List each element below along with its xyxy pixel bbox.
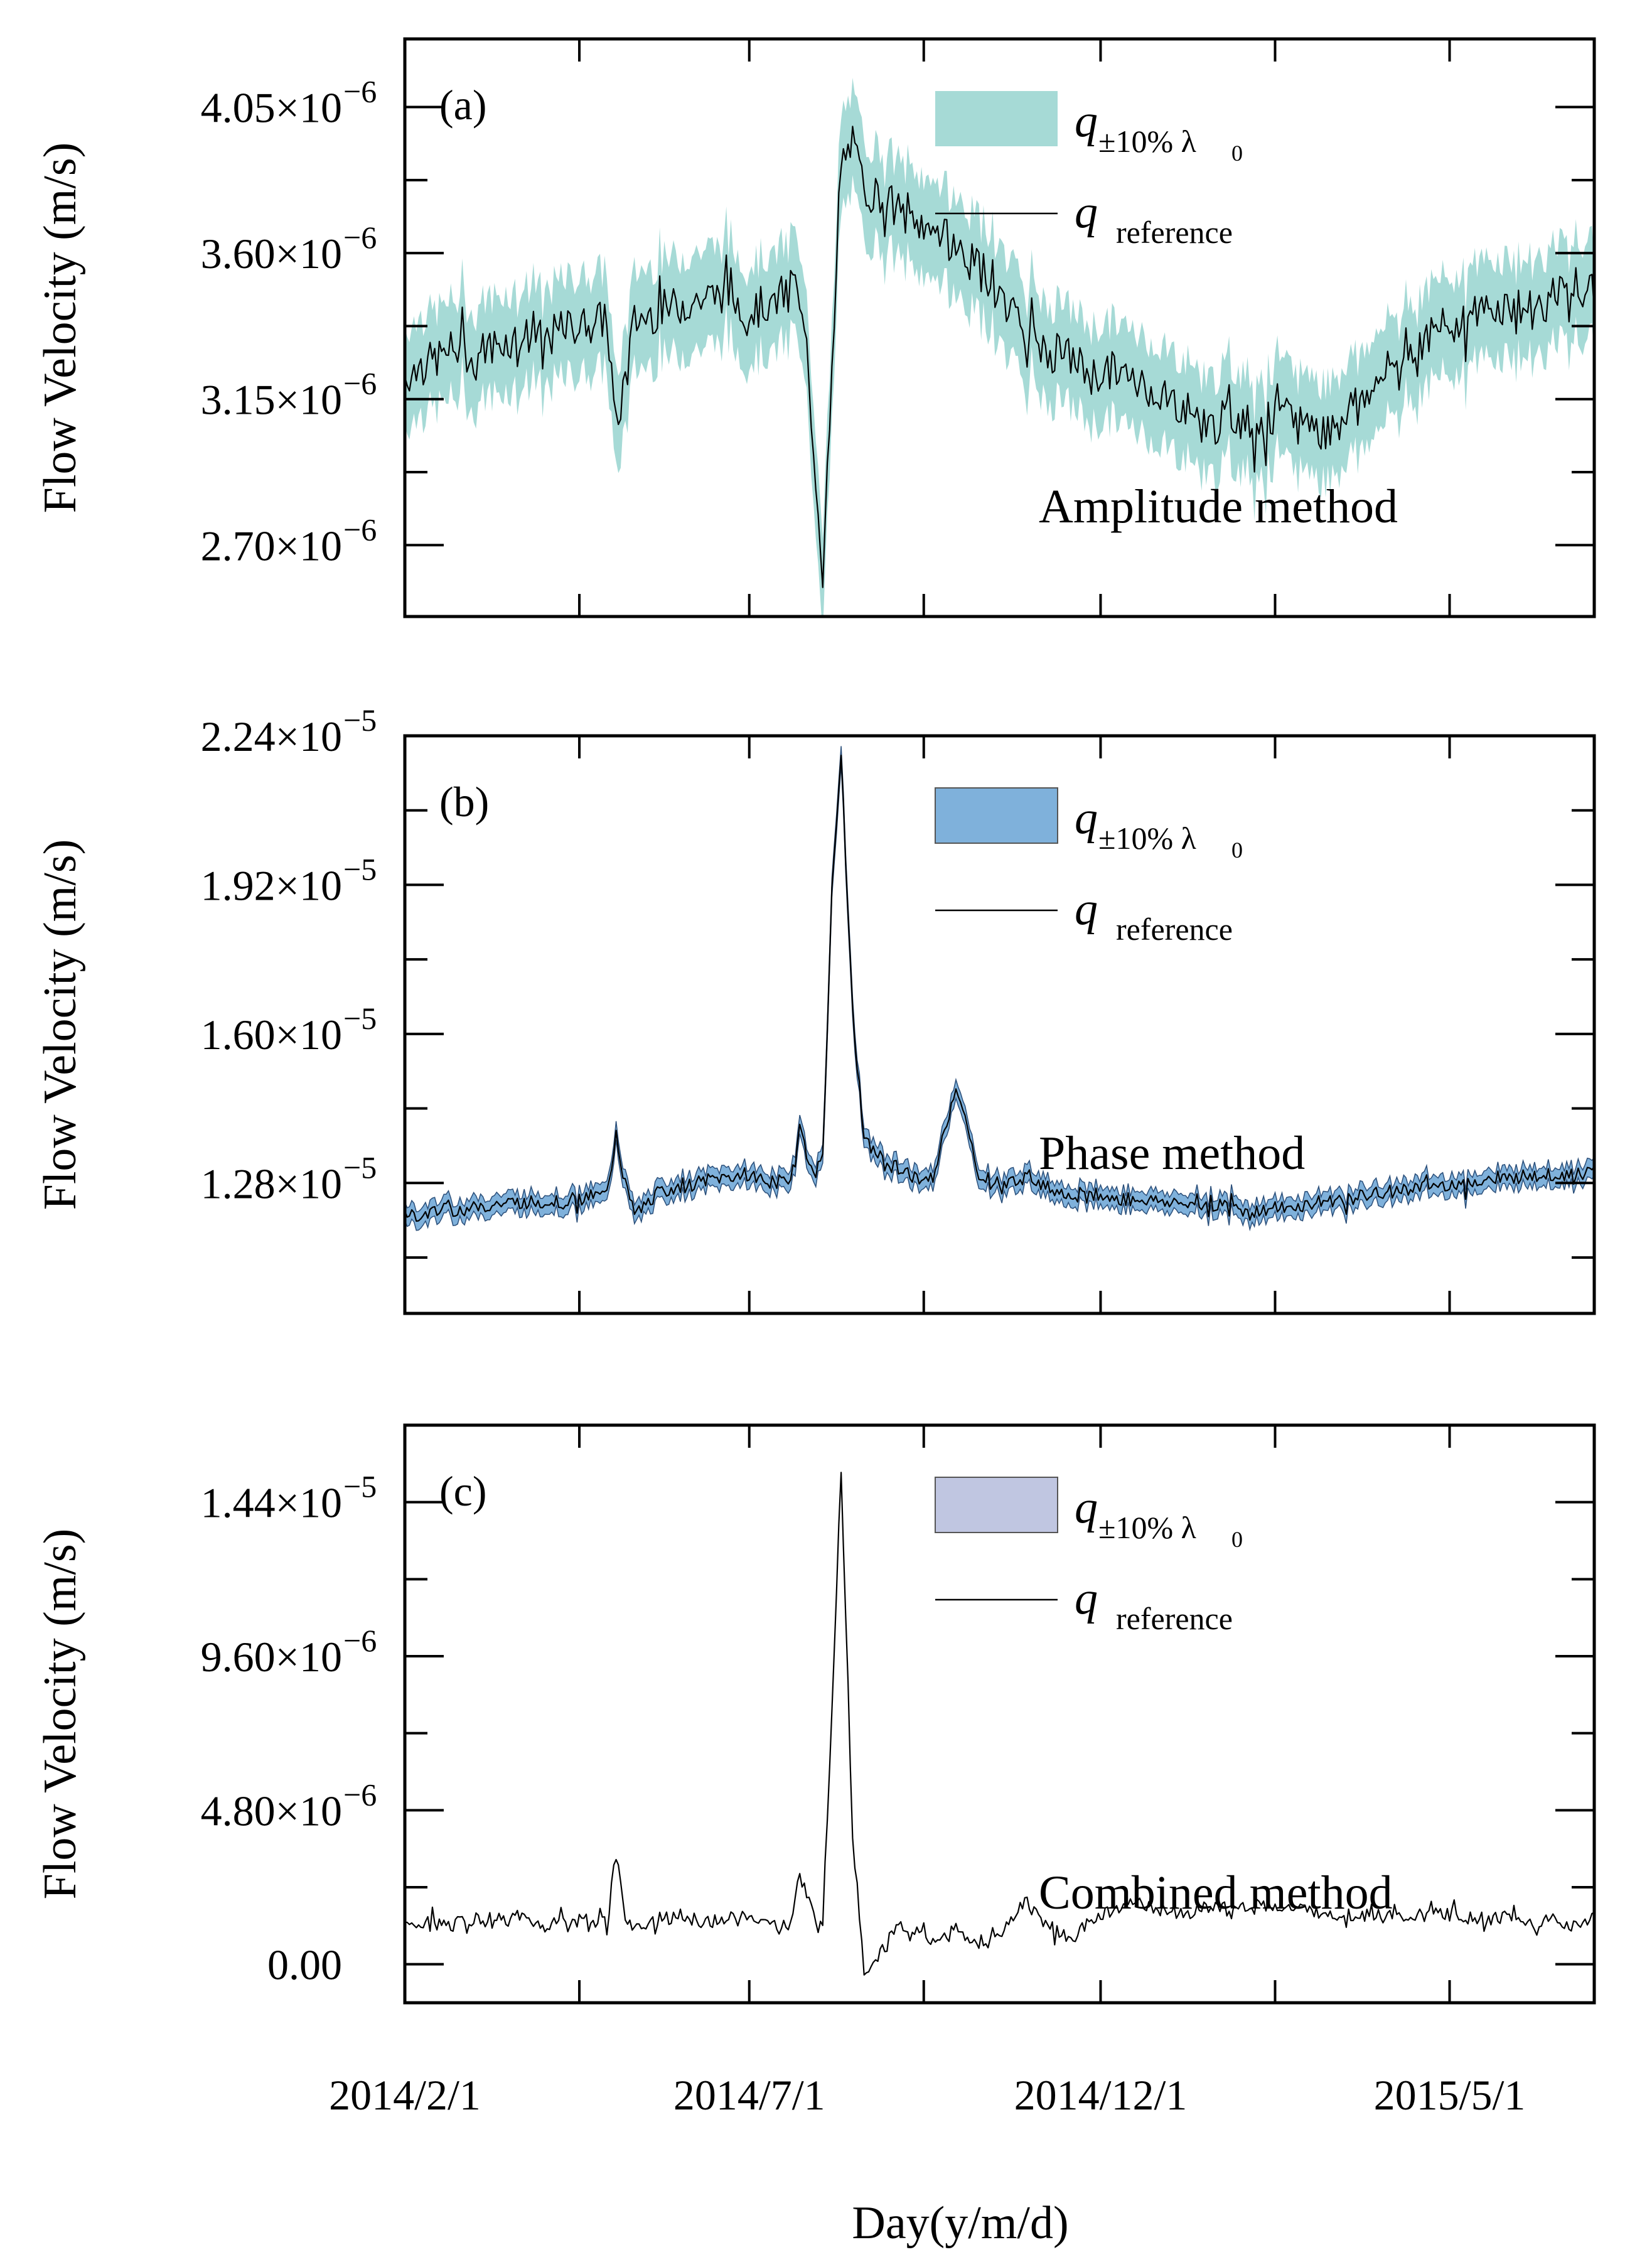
- legend-band-swatch: [935, 787, 1058, 844]
- x-tick-label: 2015/5/1: [1374, 2071, 1526, 2119]
- y-tick-exponent: −6: [343, 512, 377, 547]
- reference-line: [405, 126, 1594, 588]
- y-tick-label: 1.60×10: [201, 1011, 342, 1059]
- panel-letter: (a): [439, 81, 486, 129]
- plot-frame: [403, 37, 1596, 618]
- y-tick-exponent: −6: [343, 1623, 377, 1658]
- legend-line-symbol: q: [1075, 1573, 1098, 1624]
- plot-frame: [403, 734, 1596, 1315]
- uncertainty-band: [405, 77, 1594, 617]
- y-tick-label: 1.44×10: [201, 1479, 342, 1527]
- y-tick-exponent: −5: [343, 851, 377, 886]
- method-label: Combined method: [1039, 1867, 1393, 1919]
- y-tick-exponent: −5: [343, 1001, 377, 1036]
- x-axis-title: Day(y/m/d): [852, 2197, 1068, 2249]
- y-tick-label: 1.92×10: [201, 861, 342, 909]
- y-tick-label: 3.15×10: [201, 376, 342, 424]
- legend-band-subscript: ±10% λ: [1098, 821, 1196, 856]
- y-tick-label: 2.24×10: [201, 713, 342, 760]
- x-tick-label: 2014/2/1: [329, 2071, 481, 2119]
- legend-band-subscript-index: 0: [1231, 838, 1243, 863]
- legend: q ±10% λ 0 q reference: [935, 787, 1243, 947]
- legend-band-symbol: q: [1075, 1482, 1098, 1533]
- legend-band-symbol: q: [1075, 792, 1098, 844]
- y-tick-exponent: −6: [343, 220, 377, 255]
- y-tick-exponent: −6: [343, 74, 377, 109]
- method-label: Amplitude method: [1039, 480, 1398, 533]
- y-axis-title: Flow Velocity (m/s): [35, 839, 86, 1210]
- y-tick-exponent: −5: [343, 1469, 377, 1504]
- legend-band-symbol: q: [1075, 95, 1098, 147]
- y-tick-label: 9.60×10: [201, 1633, 342, 1681]
- legend-band-subscript-index: 0: [1231, 1527, 1243, 1552]
- reference-line: [405, 1472, 1594, 1976]
- legend-line-symbol: q: [1075, 883, 1098, 935]
- panel-a: 2.70×10 −63.15×10 −63.60×10 −64.05×10 −6Flow…: [35, 37, 1596, 618]
- legend-band-swatch: [935, 1477, 1058, 1533]
- y-tick-label: 4.80×10: [201, 1787, 342, 1834]
- reference-line: [405, 755, 1594, 1222]
- method-label: Phase method: [1039, 1127, 1305, 1180]
- y-tick-exponent: −6: [343, 366, 377, 401]
- y-tick-exponent: −5: [343, 703, 377, 738]
- legend-band-subscript: ±10% λ: [1098, 1510, 1196, 1545]
- y-tick-label: 1.28×10: [201, 1160, 342, 1207]
- legend-band-subscript-index: 0: [1231, 141, 1243, 166]
- y-tick-label: 0.00: [267, 1941, 342, 1989]
- x-axis: 2014/2/1 2014/7/1 2014/12/1 2015/5/1: [329, 2071, 1525, 2119]
- y-tick-exponent: −6: [343, 1777, 377, 1812]
- legend-band-swatch: [935, 91, 1058, 146]
- y-tick-exponent: −5: [343, 1150, 377, 1185]
- y-axis-title: Flow Velocity (m/s): [35, 143, 86, 514]
- legend-line-subscript: reference: [1116, 215, 1233, 250]
- legend: q ±10% λ 0 q reference: [935, 91, 1243, 250]
- panel-letter: (c): [439, 1467, 486, 1515]
- legend-line-subscript: reference: [1116, 1601, 1233, 1636]
- panels: 2.70×10 −63.15×10 −63.60×10 −64.05×10 −6Flow…: [35, 37, 1596, 2005]
- legend: q ±10% λ 0 q reference: [935, 1477, 1243, 1636]
- plot-frame: [403, 1423, 1596, 2005]
- legend-line-subscript: reference: [1116, 912, 1233, 947]
- panel-letter: (b): [439, 778, 489, 826]
- legend-band-subscript: ±10% λ: [1098, 124, 1196, 159]
- legend-line-symbol: q: [1075, 186, 1098, 238]
- y-tick-label: 4.05×10: [201, 84, 342, 132]
- x-tick-label: 2014/7/1: [673, 2071, 825, 2119]
- y-tick-label: 2.70×10: [201, 522, 342, 569]
- y-tick-label: 3.60×10: [201, 230, 342, 277]
- y-axis-title: Flow Velocity (m/s): [35, 1529, 86, 1900]
- x-tick-label: 2014/12/1: [1014, 2071, 1188, 2119]
- panel-b: 1.28×10 −51.60×10 −51.92×10 −52.24×10 −5Flow…: [35, 703, 1596, 1315]
